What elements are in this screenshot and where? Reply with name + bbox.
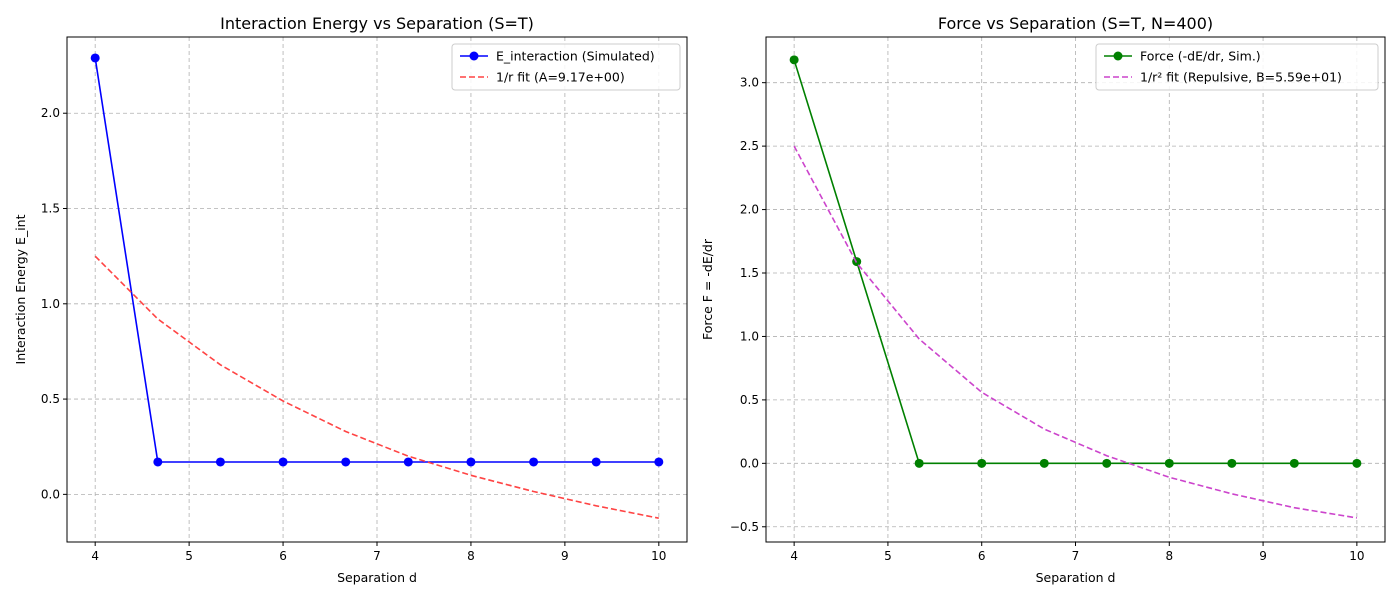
legend-marker (469, 51, 479, 61)
data-point (90, 53, 100, 63)
y-tick-label: 1.0 (740, 329, 759, 343)
x-tick-label: 8 (467, 549, 475, 563)
data-point (914, 458, 924, 468)
legend-box (451, 43, 681, 91)
plot-area (789, 55, 1362, 519)
chart-title: Force vs Separation (S=T, N=400) (938, 14, 1213, 33)
data-point (1102, 458, 1112, 468)
y-tick-label: 3.0 (740, 76, 759, 90)
x-axis-label: Separation d (337, 570, 417, 585)
x-tick-label: 4 (91, 549, 99, 563)
x-tick-label: 7 (1072, 549, 1080, 563)
x-tick-label: 4 (790, 549, 798, 563)
legend-box (1095, 43, 1379, 91)
y-tick-label: 2.5 (740, 139, 759, 153)
y-tick-label: 2.0 (41, 106, 60, 120)
x-tick-label: 9 (1259, 549, 1267, 563)
data-point (153, 457, 163, 467)
data-point (977, 458, 987, 468)
x-tick-label: 6 (279, 549, 287, 563)
chart-title: Interaction Energy vs Separation (S=T) (220, 14, 534, 33)
legend-marker (1113, 51, 1123, 61)
legend: Force (-dE/dr, Sim.) 1/r² fit (Repulsive,… (1095, 43, 1379, 91)
data-point (1352, 458, 1362, 468)
data-point (1164, 458, 1174, 468)
x-tick-label: 10 (651, 549, 666, 563)
y-tick-label: 0.5 (740, 393, 759, 407)
x-axis-label: Separation d (1036, 570, 1116, 585)
data-point (789, 55, 799, 65)
y-axis-label: Force F = -dE/dr (700, 238, 715, 340)
data-point (1227, 458, 1237, 468)
legend-entry-label: Force (-dE/dr, Sim.) (1140, 49, 1261, 64)
x-tick-label: 10 (1349, 549, 1364, 563)
series-line-1 (94, 57, 659, 463)
legend-entry-label: 1/r² fit (Repulsive, B=5.59e+01) (1140, 70, 1342, 85)
series-line-2 (94, 255, 659, 519)
data-point (341, 457, 351, 467)
y-tick-label: 0.0 (740, 456, 759, 470)
series-line-1 (793, 59, 1357, 465)
y-tick-label: 1.5 (41, 202, 60, 216)
data-point (403, 457, 413, 467)
x-tick-label: 6 (978, 549, 986, 563)
data-point (1289, 458, 1299, 468)
data-point (654, 457, 664, 467)
data-point (591, 457, 601, 467)
data-point (466, 457, 476, 467)
x-tick-label: 7 (373, 549, 381, 563)
x-tick-label: 5 (185, 549, 193, 563)
plot-area (90, 53, 664, 519)
legend: E_interaction (Simulated) 1/r fit (A=9.17… (451, 43, 681, 91)
y-tick-label: 0.5 (41, 392, 60, 406)
data-point (215, 457, 225, 467)
series-line-2 (793, 145, 1358, 519)
legend-entry-label: E_interaction (Simulated) (496, 49, 655, 64)
x-tick-label: 8 (1165, 549, 1173, 563)
y-tick-label: 2.0 (740, 203, 759, 217)
y-tick-label: −0.5 (730, 520, 759, 534)
x-tick-label: 5 (884, 549, 892, 563)
data-point (529, 457, 539, 467)
chart-panel-1: 4 5 6 7 8 9 10 0.0 0.5 1.0 1.5 2.0 Interaction Energ… (13, 14, 688, 585)
y-axis-label: Interaction Energy E_int (13, 214, 28, 364)
y-tick-label: 1.0 (41, 297, 60, 311)
x-tick-label: 9 (561, 549, 569, 563)
y-tick-label: 0.0 (41, 487, 60, 501)
data-point (278, 457, 288, 467)
data-point (1039, 458, 1049, 468)
legend-entry-label: 1/r fit (A=9.17e+00) (496, 70, 625, 85)
y-tick-label: 1.5 (740, 266, 759, 280)
chart-panel-2: 4 5 6 7 8 9 10 −0.5 0.0 0.5 1.0 1.5 2.0 2.5 3.0 Force v… (700, 14, 1386, 585)
